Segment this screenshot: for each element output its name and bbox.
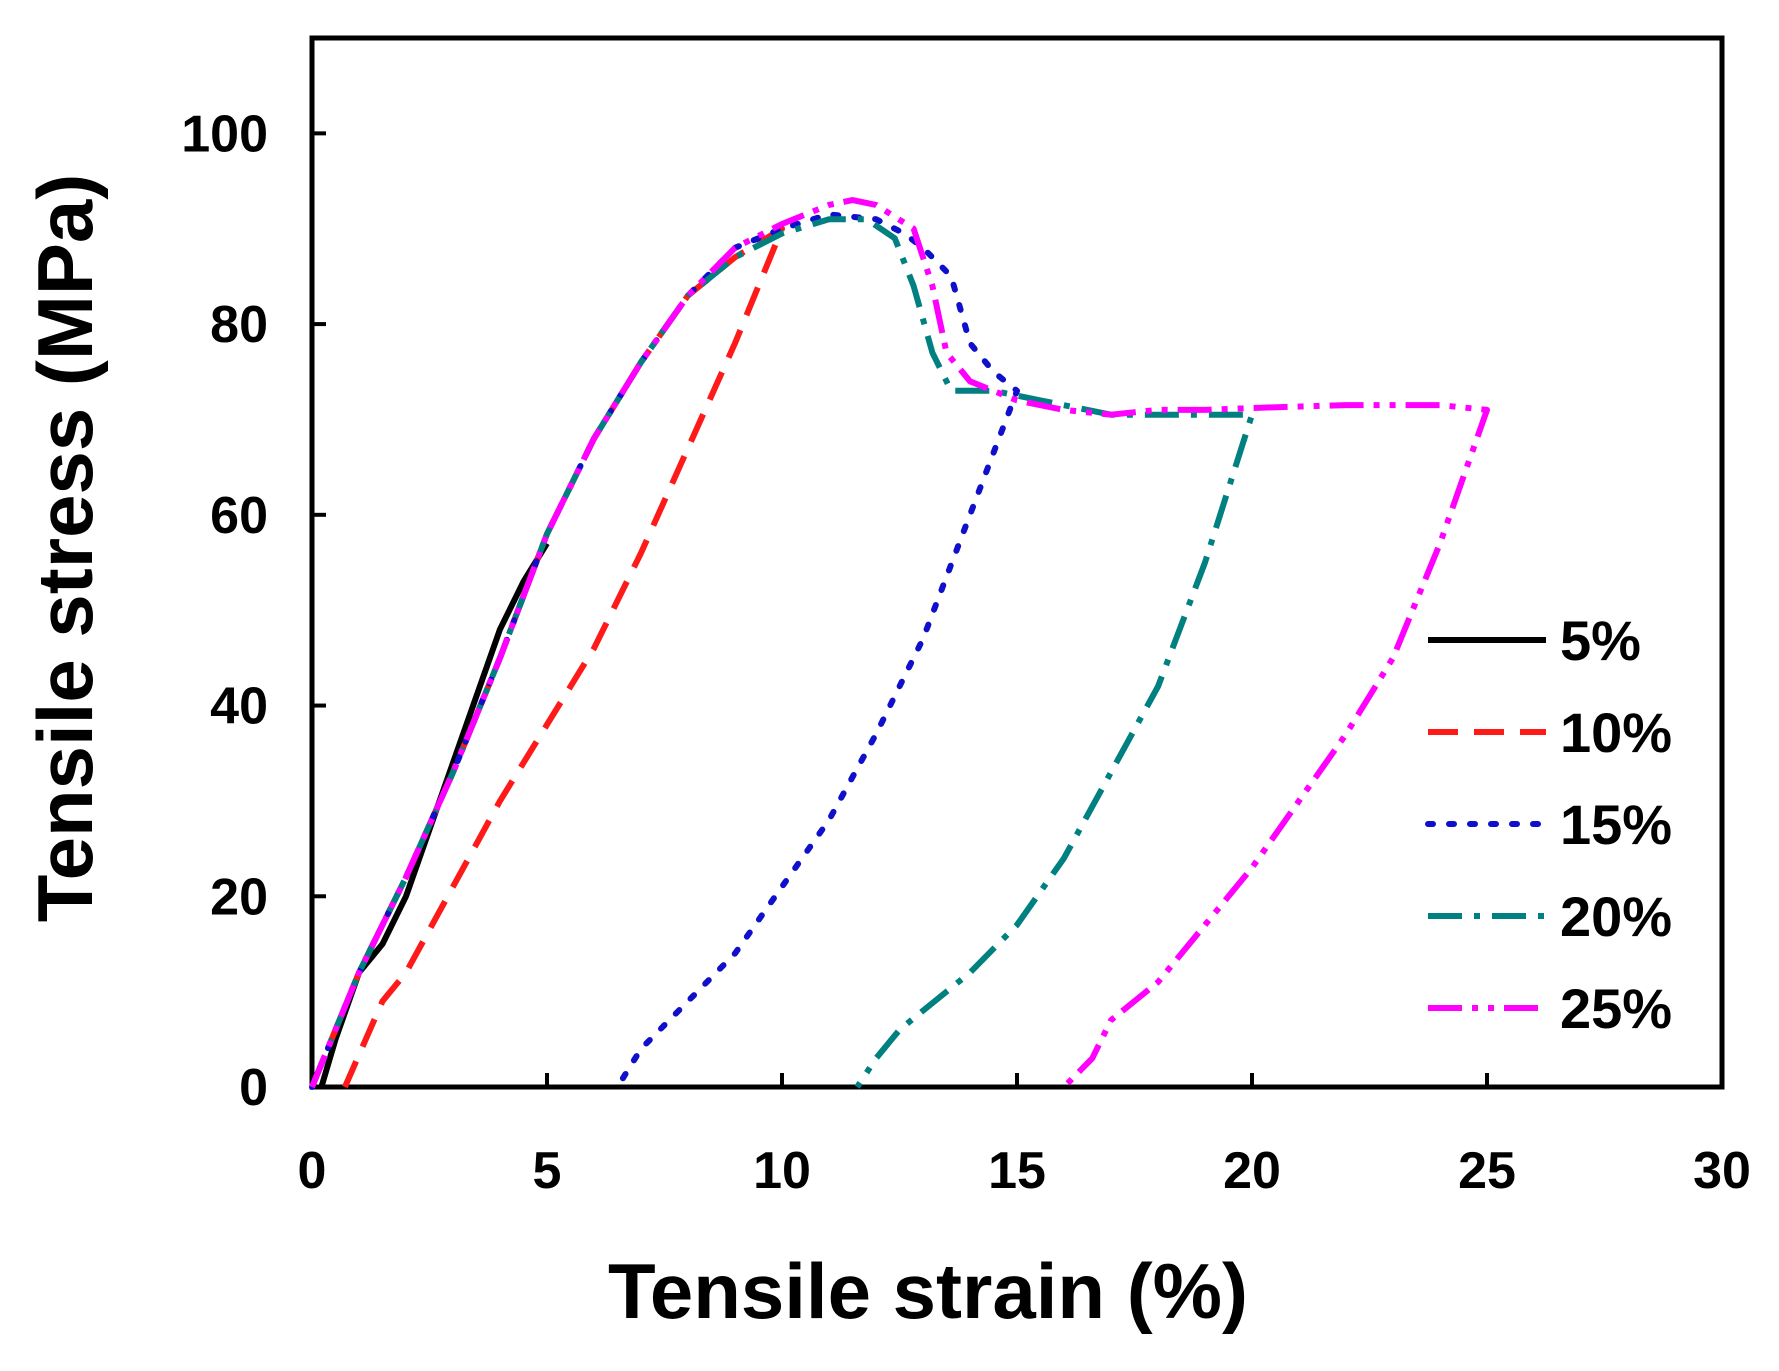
series-line-25pct <box>309 197 1490 1090</box>
plot-frame <box>309 35 1725 1090</box>
x-tick-label: 25 <box>1458 1142 1516 1200</box>
legend-label-10pct: 10% <box>1560 701 1672 764</box>
legend: 5% 10% 15% 20% 25% <box>1425 609 1672 1040</box>
y-tick-label: 20 <box>210 868 268 926</box>
y-tick-label: 0 <box>239 1059 268 1117</box>
legend-label-5pct: 5% <box>1560 609 1641 672</box>
series-line-15pct <box>309 211 1020 1090</box>
legend-label-15pct: 15% <box>1560 793 1672 856</box>
y-tick-label: 60 <box>210 487 268 545</box>
y-tick-label: 80 <box>210 296 268 354</box>
x-tick-label: 20 <box>1223 1142 1281 1200</box>
series-line-20pct <box>309 216 1255 1089</box>
y-tick-label: 40 <box>210 678 268 736</box>
x-tick-label: 10 <box>753 1142 811 1200</box>
series-line-10pct <box>309 225 785 1089</box>
legend-label-20pct: 20% <box>1560 885 1672 948</box>
x-tick-label: 15 <box>988 1142 1046 1200</box>
x-axis-title: Tensile strain (%) <box>608 1247 1248 1335</box>
axes-layer: 0 5 10 15 20 25 30 0 20 40 60 80 100 <box>181 35 1751 1200</box>
series-layer <box>309 197 1490 1090</box>
y-axis-title: Tensile stress (MPa) <box>21 174 109 923</box>
y-tick-label: 100 <box>181 105 268 163</box>
x-tick-label: 0 <box>298 1142 327 1200</box>
x-tick-label: 5 <box>533 1142 562 1200</box>
x-tick-label: 30 <box>1693 1142 1751 1200</box>
legend-label-25pct: 25% <box>1560 977 1672 1040</box>
